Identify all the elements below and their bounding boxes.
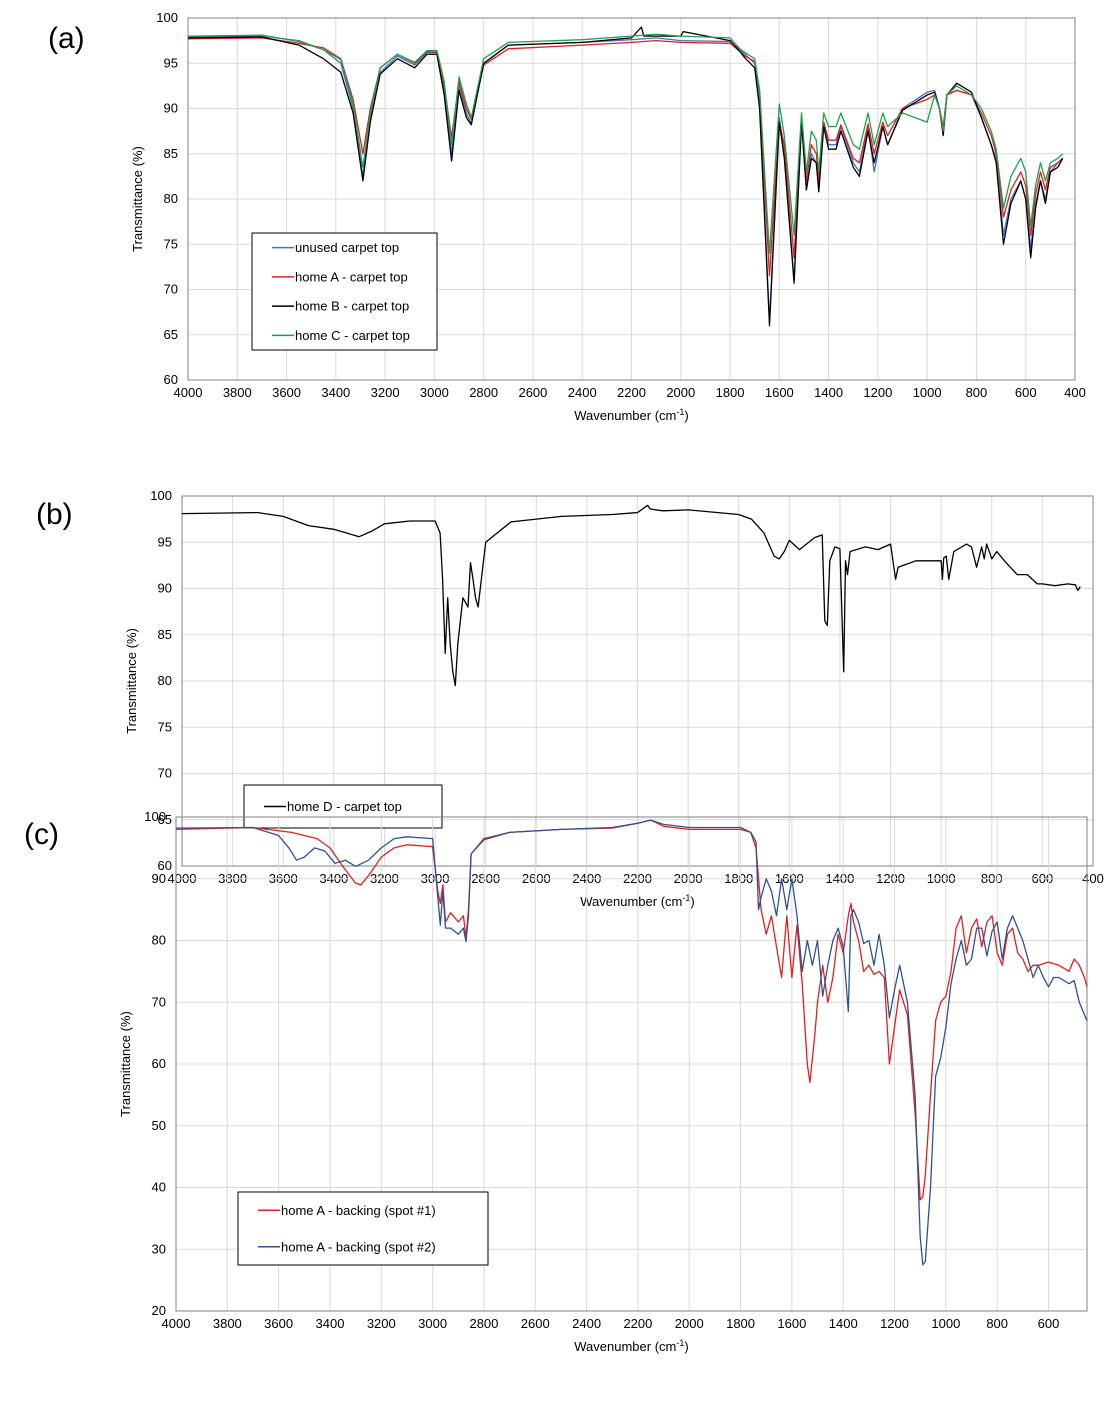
chart2-y-tick-label: 90 [158,581,172,596]
chart2-x-tick-label: 400 [1082,871,1104,886]
chart1-y-tick-label: 75 [164,236,178,251]
chart3-x-tick-label: 3400 [316,1316,345,1331]
chart1-x-tick-label: 1400 [814,385,843,400]
chart3-x-tick-label: 4000 [162,1316,191,1331]
chart3-series-line-1 [175,819,1088,1201]
chart1-y-tick-label: 95 [164,55,178,70]
chart3-x-tick-label: 1200 [880,1316,909,1331]
chart3-y-tick-label: 30 [152,1241,166,1256]
chart3-series-line-2 [175,819,1088,1266]
chart3-y-tick-label: 100 [144,809,166,824]
panel-label-c: (c) [24,818,59,851]
chart1-legend-box [251,232,438,351]
chart3-x-axis-label: Wavenumber (cm-1) [574,1338,688,1354]
chart3-y-axis-label: Transmittance (%) [118,1011,133,1117]
chart2-y-tick-label: 100 [150,488,172,503]
chart3-x-tick-label: 3200 [367,1316,396,1331]
chart1-plot-frame [187,17,1076,381]
chart1-x-tick-label: 400 [1064,385,1086,400]
chart1-x-tick-label: 1800 [716,385,745,400]
chart1-y-tick-label: 80 [164,191,178,206]
chart3-x-tick-label: 3800 [213,1316,242,1331]
chart1-x-tick-label: 3000 [420,385,449,400]
chart2-y-axis-label: Transmittance (%) [124,628,139,734]
panel-label-a: (a) [48,22,85,55]
chart3-legend-box [237,1191,489,1266]
chart1-x-tick-label: 3800 [223,385,252,400]
chart1-x-tick-label: 3600 [272,385,301,400]
chart3-y-tick-label: 50 [152,1118,166,1133]
chart3-x-tick-label: 3000 [418,1316,447,1331]
chart1-x-tick-label: 2600 [518,385,547,400]
chart1-legend-label: home C - carpet top [295,328,410,343]
chart1-y-tick-label: 70 [164,282,178,297]
chart3-legend-label: home A - backing (spot #1) [281,1203,436,1218]
chart1-x-tick-label: 4000 [174,385,203,400]
chart3-y-tick-label: 60 [152,1056,166,1071]
chart1-y-tick-label: 65 [164,327,178,342]
chart1-x-tick-label: 800 [966,385,988,400]
chart3-y-tick-label: 70 [152,994,166,1009]
chart3-x-tick-label: 1600 [777,1316,806,1331]
chart1-x-tick-label: 1000 [913,385,942,400]
chart1-x-tick-label: 1600 [765,385,794,400]
chart2-y-tick-label: 95 [158,534,172,549]
chart3-x-tick-label: 2600 [521,1316,550,1331]
chart1-y-axis-label: Transmittance (%) [130,146,145,252]
chart3-x-tick-label: 1400 [829,1316,858,1331]
chart1-series-line-2 [187,37,1064,277]
chart1-x-tick-label: 2200 [617,385,646,400]
chart3-x-tick-label: 1800 [726,1316,755,1331]
chart2-y-tick-label: 65 [158,812,172,827]
chart1-x-tick-label: 3400 [321,385,350,400]
chart1-legend-label: unused carpet top [295,240,399,255]
chart3-x-tick-label: 3600 [264,1316,293,1331]
chart3-y-tick-label: 80 [152,933,166,948]
chart2-y-tick-label: 85 [158,627,172,642]
chart1-legend-label: home A - carpet top [295,269,408,284]
chart1-x-tick-label: 2800 [469,385,498,400]
chart2-y-tick-label: 70 [158,766,172,781]
chart3-legend-label: home A - backing (spot #2) [281,1239,436,1254]
chart1-x-tick-label: 2400 [568,385,597,400]
chart2-y-tick-label: 60 [158,858,172,873]
chart2-series-line-1 [181,504,1081,687]
chart1-x-tick-label: 1200 [863,385,892,400]
chart1-x-tick-label: 600 [1015,385,1037,400]
chart3-plot-frame [175,816,1088,1312]
chart1-y-tick-label: 85 [164,146,178,161]
chart3-y-tick-label: 20 [152,1303,166,1318]
chart2-y-tick-label: 75 [158,719,172,734]
chart2-y-tick-label: 80 [158,673,172,688]
chart3-x-tick-label: 2000 [675,1316,704,1331]
chart1-series-line-4 [187,33,1064,254]
chart1-legend-label: home B - carpet top [295,299,409,314]
chart1-y-tick-label: 60 [164,372,178,387]
chart3-y-tick-label: 90 [152,871,166,886]
chart1-x-axis-label: Wavenumber (cm-1) [574,407,688,423]
chart3-x-tick-label: 2400 [572,1316,601,1331]
chart3-x-tick-label: 2800 [469,1316,498,1331]
chart3-x-tick-label: 2200 [623,1316,652,1331]
panel-label-b: (b) [36,498,73,531]
chart3-x-tick-label: 1000 [931,1316,960,1331]
chart3-y-tick-label: 40 [152,1180,166,1195]
chart1-x-tick-label: 2000 [666,385,695,400]
chart1-y-tick-label: 90 [164,101,178,116]
chart3-x-tick-label: 600 [1038,1316,1060,1331]
chart1-x-tick-label: 3200 [371,385,400,400]
chart2-legend-label: home D - carpet top [287,799,402,814]
chart3-x-tick-label: 800 [986,1316,1008,1331]
chart1-y-tick-label: 100 [156,10,178,25]
